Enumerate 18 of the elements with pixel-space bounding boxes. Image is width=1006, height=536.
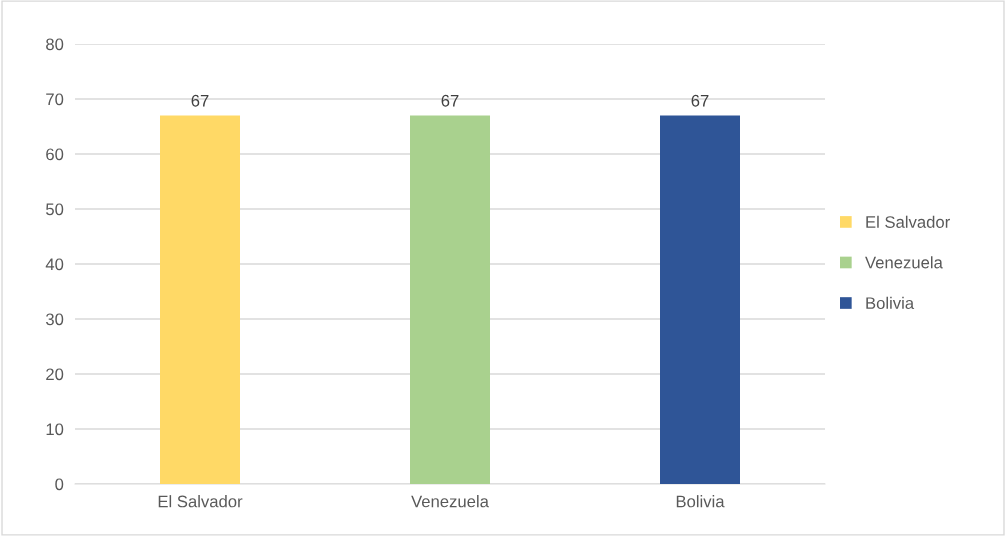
legend-label: El Salvador bbox=[866, 215, 950, 228]
legend-label: Venezuela bbox=[865, 256, 943, 269]
y-tick-label: 70 bbox=[46, 93, 64, 106]
y-tick-label: 60 bbox=[46, 148, 64, 161]
y-tick-label: 50 bbox=[46, 203, 64, 216]
legend-label: Bolivia bbox=[866, 296, 915, 310]
x-tick-label: Bolivia bbox=[676, 495, 725, 508]
data-label: 67 bbox=[441, 94, 459, 107]
data-label: 67 bbox=[191, 94, 209, 107]
y-tick-label: 40 bbox=[45, 258, 64, 271]
data-label: 67 bbox=[691, 94, 709, 107]
y-tick-label: 20 bbox=[46, 368, 64, 381]
x-tick-label: Venezuela bbox=[411, 495, 489, 508]
x-tick-label: El Salvador bbox=[158, 495, 243, 508]
y-tick-label: 0 bbox=[55, 478, 64, 491]
y-tick-label: 80 bbox=[46, 38, 64, 51]
y-tick-label: 10 bbox=[46, 423, 64, 436]
y-tick-label: 30 bbox=[45, 313, 64, 326]
